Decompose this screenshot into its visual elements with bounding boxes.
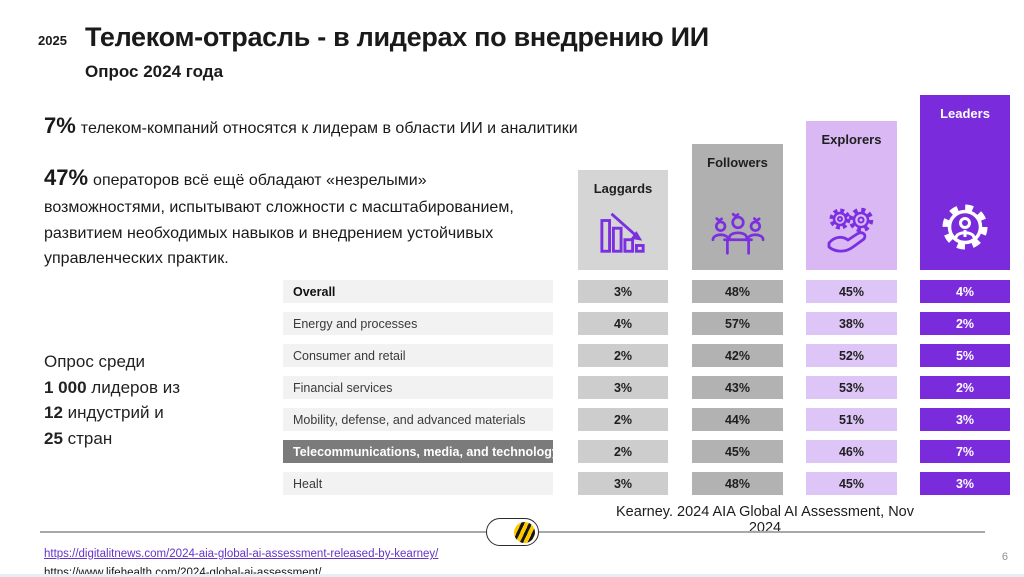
column-header-explorers: Explorers	[806, 121, 897, 270]
cell-explorers: 53%	[806, 376, 897, 399]
cell-followers: 48%	[692, 472, 783, 495]
row-label: Consumer and retail	[283, 344, 553, 367]
table-row: Energy and processes 4% 57% 38% 2%	[283, 312, 1010, 335]
row-label: Financial services	[283, 376, 553, 399]
table-row: Overall 3% 48% 45% 4%	[283, 280, 1010, 303]
maturity-table: Overall 3% 48% 45% 4% Energy and process…	[283, 280, 1010, 504]
source-links: https://digitalitnews.com/2024-aia-globa…	[44, 545, 438, 577]
cell-followers: 45%	[692, 440, 783, 463]
stat-47-percent: 47% операторов всё ещё обладают «незрелым…	[44, 160, 529, 272]
table-row: Mobility, defense, and advanced material…	[283, 408, 1010, 431]
row-label: Healt	[283, 472, 553, 495]
table-row: Financial services 3% 43% 53% 2%	[283, 376, 1010, 399]
cell-leaders: 2%	[920, 312, 1010, 335]
source-link-2[interactable]: https://www.lifehealth.com/2024-global-a…	[44, 566, 322, 577]
survey-line: Опрос среди	[44, 352, 146, 371]
row-label: Telecommunications, media, and technolog…	[283, 440, 553, 463]
table-row-highlighted: Telecommunications, media, and technolog…	[283, 440, 1010, 463]
page-subtitle: Опрос 2024 года	[85, 62, 224, 81]
cell-laggards: 2%	[578, 344, 668, 367]
cell-laggards: 2%	[578, 408, 668, 431]
cell-followers: 44%	[692, 408, 783, 431]
cell-leaders: 4%	[920, 280, 1010, 303]
cell-followers: 42%	[692, 344, 783, 367]
hand-gears-icon	[827, 207, 873, 253]
survey-line: 1 000 лидеров из	[44, 377, 181, 397]
cell-explorers: 51%	[806, 408, 897, 431]
stat-text: операторов всё ещё обладают «незрелыми» …	[44, 172, 514, 268]
cell-explorers: 45%	[806, 472, 897, 495]
stat-value: 7%	[44, 113, 76, 138]
stat-text: телеком-компаний относятся к лидерам в о…	[80, 120, 578, 137]
declining-bars-icon	[600, 212, 645, 253]
year-badge: 2025	[38, 33, 67, 48]
gear-person-icon	[942, 204, 988, 250]
cell-explorers: 52%	[806, 344, 897, 367]
column-label: Followers	[707, 155, 768, 170]
beeline-logo	[486, 518, 539, 546]
cell-explorers: 46%	[806, 440, 897, 463]
row-label: Overall	[283, 280, 553, 303]
cell-leaders: 2%	[920, 376, 1010, 399]
cell-leaders: 3%	[920, 408, 1010, 431]
table-row: Consumer and retail 2% 42% 52% 5%	[283, 344, 1010, 367]
cell-followers: 43%	[692, 376, 783, 399]
cell-laggards: 4%	[578, 312, 668, 335]
row-label: Energy and processes	[283, 312, 553, 335]
table-row: Healt 3% 48% 45% 3%	[283, 472, 1010, 495]
survey-line: 25 стран	[44, 428, 113, 448]
bottom-edge-strip	[0, 574, 1024, 577]
cell-laggards: 3%	[578, 280, 668, 303]
stat-value: 47%	[44, 165, 89, 190]
cell-explorers: 45%	[806, 280, 897, 303]
cell-leaders: 7%	[920, 440, 1010, 463]
column-label: Laggards	[593, 181, 653, 196]
cell-leaders: 3%	[920, 472, 1010, 495]
column-label: Leaders	[940, 106, 990, 121]
column-header-followers: Followers	[692, 144, 783, 270]
source-link-1[interactable]: https://digitalitnews.com/2024-aia-globa…	[44, 548, 439, 560]
cell-leaders: 5%	[920, 344, 1010, 367]
row-label: Mobility, defense, and advanced material…	[283, 408, 553, 431]
cell-explorers: 38%	[806, 312, 897, 335]
survey-note: Опрос среди 1 000 лидеров из 12 индустри…	[44, 349, 180, 451]
cell-laggards: 3%	[578, 376, 668, 399]
page-number: 6	[1001, 551, 1008, 563]
beeline-ball-icon	[514, 521, 535, 543]
cell-laggards: 2%	[578, 440, 668, 463]
cell-followers: 48%	[692, 280, 783, 303]
cell-followers: 57%	[692, 312, 783, 335]
stat-7-percent: 7% телеком-компаний относятся к лидерам в…	[44, 113, 684, 139]
column-header-leaders: Leaders	[920, 95, 1010, 270]
page-title: Телеком-отрасль - в лидерах по внедрению…	[85, 22, 709, 52]
survey-line: 12 индустрий и	[44, 403, 164, 422]
cell-laggards: 3%	[578, 472, 668, 495]
column-label: Explorers	[821, 132, 882, 147]
team-icon	[711, 212, 764, 255]
column-header-laggards: Laggards	[578, 170, 668, 270]
